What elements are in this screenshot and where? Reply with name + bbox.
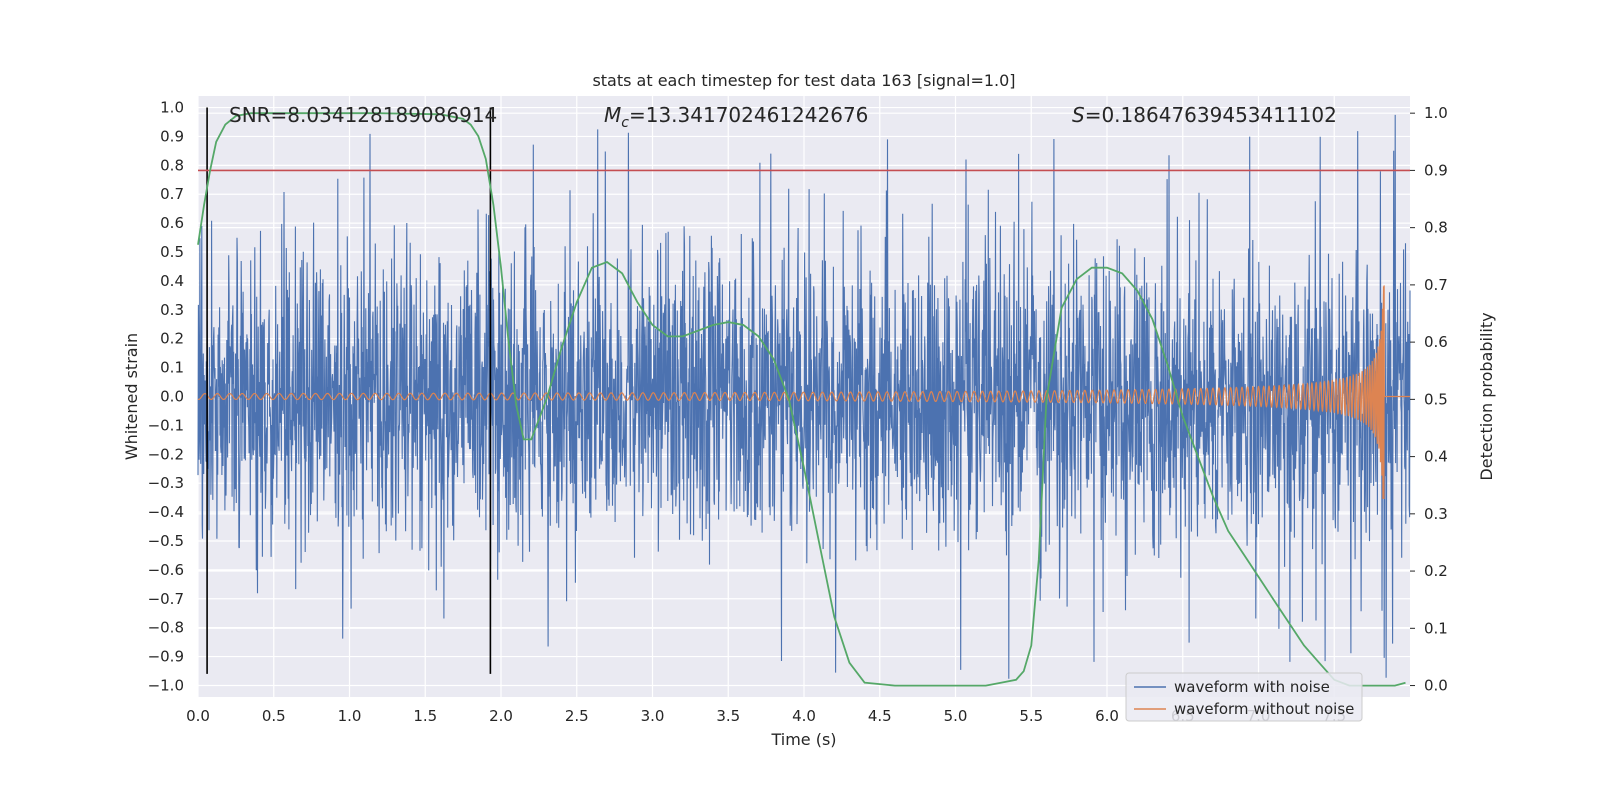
snr-annotation: SNR=8.034128189086914 <box>229 103 497 127</box>
probability-curve-line <box>197 112 1406 687</box>
y-tick-label: −0.1 <box>148 416 184 434</box>
y-tick-label: 0.3 <box>160 301 184 319</box>
noise-series <box>197 114 1411 679</box>
s-annotation: S=0.18647639453411102 <box>1072 103 1337 127</box>
chirp-mass-value: =13.341702461242676 <box>629 103 868 127</box>
y2-tick-label: 0.8 <box>1424 219 1448 237</box>
annotations: SNR=8.034128189086914 Mc=13.341702461242… <box>229 103 1337 131</box>
y2-tick-label: 0.1 <box>1424 619 1448 637</box>
x-tick-label: 0.5 <box>262 707 286 725</box>
chart-title: stats at each timestep for test data 163… <box>592 71 1015 90</box>
y-tick-label: 0.0 <box>160 388 184 406</box>
y-axis-label: Whitened strain <box>122 333 141 460</box>
s-value: =0.18647639453411102 <box>1085 103 1337 127</box>
y-tick-label: 0.8 <box>160 156 184 174</box>
signal-series <box>197 285 1410 499</box>
y-tick-label: 0.4 <box>160 272 184 290</box>
y-tick-label: 0.2 <box>160 330 184 348</box>
y2-tick-label: 0.2 <box>1424 562 1448 580</box>
y-tick-label: −0.9 <box>148 648 184 666</box>
y-tick-label: 0.5 <box>160 243 184 261</box>
y-tick-label: −1.0 <box>148 676 184 694</box>
chirp-mass-subscript: c <box>621 115 629 131</box>
x-tick-label: 5.5 <box>1019 707 1043 725</box>
y-tick-label: −0.4 <box>148 503 184 521</box>
x-axis-label: Time (s) <box>770 730 836 749</box>
y2-tick-label: 0.9 <box>1424 161 1448 179</box>
s-symbol: S <box>1072 103 1085 127</box>
y-tick-label: 0.7 <box>160 185 184 203</box>
signal-waveform-line <box>197 285 1410 499</box>
y2-axis-label: Detection probability <box>1477 312 1496 480</box>
x-tick-label: 4.0 <box>792 707 816 725</box>
y-tick-label: −0.8 <box>148 619 184 637</box>
y-tick-label: −0.3 <box>148 474 184 492</box>
x-tick-label: 0.0 <box>186 707 210 725</box>
y-tick-label: 0.1 <box>160 359 184 377</box>
x-tick-label: 2.0 <box>489 707 513 725</box>
y2-tick-label: 0.7 <box>1424 276 1448 294</box>
y2-tick-label: 0.6 <box>1424 333 1448 351</box>
y2-tick-label: 0.4 <box>1424 448 1448 466</box>
y-tick-label: 1.0 <box>160 99 184 117</box>
vertical-markers <box>206 107 492 674</box>
y2-tick-label: 1.0 <box>1424 104 1448 122</box>
x-tick-label: 1.5 <box>413 707 437 725</box>
y2-tick-label: 0.5 <box>1424 390 1448 408</box>
x-tick-label: 3.0 <box>641 707 665 725</box>
y2-tick-label: 0.0 <box>1424 677 1448 695</box>
y-tick-label: 0.6 <box>160 214 184 232</box>
y-tick-label: 0.9 <box>160 127 184 145</box>
x-tick-label: 3.5 <box>716 707 740 725</box>
y-tick-label: −0.7 <box>148 590 184 608</box>
legend-label-signal: waveform without noise <box>1174 700 1354 718</box>
legend-box <box>1125 672 1363 722</box>
noise-waveform-line <box>197 114 1411 679</box>
y2-axis-ticks: 1.0 0.9 0.8 0.7 0.6 0.5 0.4 0.3 0.2 0.1 0.0 <box>1410 104 1448 695</box>
y2-tick-label: 0.3 <box>1424 505 1448 523</box>
x-tick-label: 5.0 <box>944 707 968 725</box>
y-tick-label: −0.5 <box>148 532 184 550</box>
chirp-mass-symbol: M <box>604 103 621 127</box>
y-axis-ticks: 1.0 0.9 0.8 0.7 0.6 0.5 0.4 0.3 0.2 0.1 0.0 −0.1 −0.… <box>148 99 184 695</box>
x-tick-label: 4.5 <box>868 707 892 725</box>
legend-label-noise: waveform with noise <box>1174 678 1330 696</box>
probability-series <box>197 112 1406 687</box>
y-tick-label: −0.6 <box>148 561 184 579</box>
x-tick-label: 1.0 <box>338 707 362 725</box>
x-tick-label: 6.0 <box>1095 707 1119 725</box>
x-tick-label: 2.5 <box>565 707 589 725</box>
y-tick-label: −0.2 <box>148 445 184 463</box>
plot-area <box>197 96 1411 697</box>
chirp-mass-annotation: Mc=13.341702461242676 <box>604 103 868 131</box>
legend: waveform with noise waveform without noi… <box>1125 672 1363 722</box>
